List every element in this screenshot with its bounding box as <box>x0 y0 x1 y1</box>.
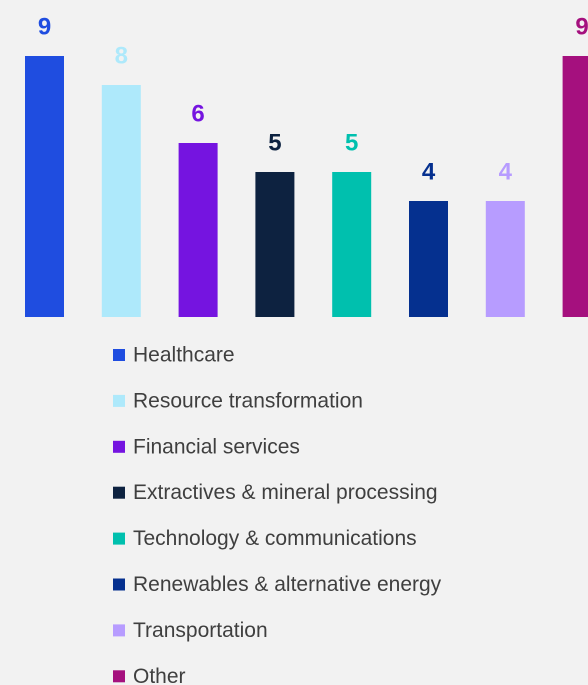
legend-label: Financial services <box>133 435 300 458</box>
legend-swatch <box>113 349 125 361</box>
bar <box>409 201 448 317</box>
value-label: 4 <box>499 158 513 185</box>
bar <box>178 143 218 317</box>
value-label: 6 <box>191 100 204 127</box>
legend-swatch <box>113 532 125 545</box>
legend-label: Resource transformation <box>133 389 363 412</box>
legend-swatch <box>113 486 125 499</box>
legend-label: Renewables & alternative energy <box>133 573 442 596</box>
legend-label: Extractives & mineral processing <box>133 481 438 504</box>
value-label: 5 <box>268 129 281 156</box>
legend-swatch <box>113 624 125 637</box>
bar <box>255 172 295 317</box>
legend-swatch <box>113 440 125 453</box>
value-label: 9 <box>38 13 51 40</box>
bar <box>332 172 372 317</box>
bar <box>25 56 64 317</box>
value-label: 8 <box>115 42 128 69</box>
value-label: 4 <box>422 158 436 185</box>
legend-label: Technology & communications <box>133 527 417 550</box>
value-label: 9 <box>575 13 588 40</box>
legend-label: Transportation <box>133 619 268 642</box>
legend-swatch <box>113 670 125 683</box>
bar <box>101 85 141 317</box>
legend-label: Healthcare <box>133 344 235 367</box>
legend-swatch <box>113 578 125 591</box>
value-label: 5 <box>345 129 358 156</box>
legend-swatch <box>113 394 125 407</box>
bar <box>562 56 588 317</box>
legend-label: Other <box>133 665 186 685</box>
bar <box>485 201 525 317</box>
